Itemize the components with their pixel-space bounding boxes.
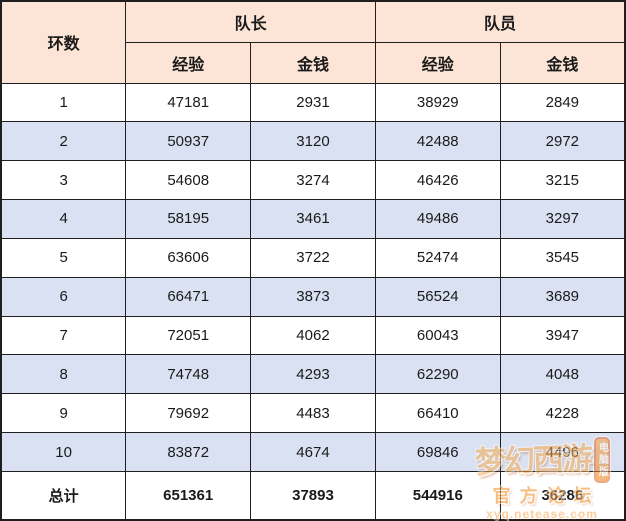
value-cell: 4293 xyxy=(250,354,376,395)
total-row: 总计 651361 37893 544916 36286 xyxy=(0,470,626,521)
value-cell: 3120 xyxy=(250,121,376,162)
value-cell: 651361 xyxy=(125,470,252,521)
header-sub-row: 经验 金钱 经验 金钱 xyxy=(1,41,626,84)
header-group-member: 队员 xyxy=(374,0,626,43)
value-cell: 3873 xyxy=(250,276,376,317)
header-group-row: 环数 队长 队员 xyxy=(0,0,626,84)
value-cell: 72051 xyxy=(125,315,252,356)
table-row: 8 74748 4293 62290 4048 xyxy=(0,354,626,395)
subheader-captain-money: 金钱 xyxy=(250,41,376,84)
value-cell: 36286 xyxy=(499,470,626,521)
value-cell: 3722 xyxy=(250,237,376,278)
table-row: 2 50937 3120 42488 2972 xyxy=(0,121,626,162)
value-cell: 54608 xyxy=(125,160,252,201)
value-cell: 62290 xyxy=(374,354,501,395)
ring-number-cell: 8 xyxy=(0,354,127,395)
ring-number-cell: 5 xyxy=(0,237,127,278)
value-cell: 37893 xyxy=(250,470,376,521)
value-cell: 50937 xyxy=(125,121,252,162)
value-cell: 83872 xyxy=(125,432,252,472)
value-cell: 63606 xyxy=(125,237,252,278)
header-ring-count: 环数 xyxy=(0,0,127,84)
subheader-captain-exp: 经验 xyxy=(125,41,252,84)
value-cell: 2972 xyxy=(499,121,626,162)
table-row: 4 58195 3461 49486 3297 xyxy=(0,199,626,239)
ring-number-cell: 9 xyxy=(0,393,127,434)
value-cell: 4048 xyxy=(499,354,626,395)
value-cell: 52474 xyxy=(374,237,501,278)
table-body: 1 47181 2931 38929 2849 2 50937 3120 42488 2972 3 5… xyxy=(0,82,626,521)
value-cell: 38929 xyxy=(374,82,501,123)
table-row: 3 54608 3274 46426 3215 xyxy=(0,160,626,201)
table-row: 5 63606 3722 52474 3545 xyxy=(0,237,626,278)
table-row: 9 79692 4483 66410 4228 xyxy=(0,393,626,434)
value-cell: 2849 xyxy=(499,82,626,123)
value-cell: 69846 xyxy=(374,432,501,472)
value-cell: 74748 xyxy=(125,354,252,395)
value-cell: 49486 xyxy=(374,199,501,239)
table-row: 7 72051 4062 60043 3947 xyxy=(0,315,626,356)
value-cell: 66410 xyxy=(374,393,501,434)
value-cell: 79692 xyxy=(125,393,252,434)
value-cell: 47181 xyxy=(125,82,252,123)
table-row: 10 83872 4674 69846 4496 xyxy=(0,432,626,472)
value-cell: 544916 xyxy=(374,470,501,521)
value-cell: 56524 xyxy=(374,276,501,317)
ring-number-cell: 1 xyxy=(0,82,127,123)
value-cell: 46426 xyxy=(374,160,501,201)
value-cell: 3461 xyxy=(250,199,376,239)
ring-number-cell: 10 xyxy=(0,432,127,472)
value-cell: 4496 xyxy=(499,432,626,472)
total-label-cell: 总计 xyxy=(0,470,127,521)
table-row: 1 47181 2931 38929 2849 xyxy=(0,82,626,123)
subheader-member-exp: 经验 xyxy=(374,41,501,84)
ring-number-cell: 6 xyxy=(0,276,127,317)
value-cell: 60043 xyxy=(374,315,501,356)
value-cell: 3689 xyxy=(499,276,626,317)
ring-number-cell: 2 xyxy=(0,121,127,162)
value-cell: 3545 xyxy=(499,237,626,278)
value-cell: 3297 xyxy=(499,199,626,239)
ring-number-cell: 3 xyxy=(0,160,127,201)
value-cell: 3947 xyxy=(499,315,626,356)
value-cell: 2931 xyxy=(250,82,376,123)
value-cell: 4062 xyxy=(250,315,376,356)
value-cell: 4228 xyxy=(499,393,626,434)
value-cell: 66471 xyxy=(125,276,252,317)
table-header: 环数 队长 队员 经验 金钱 经验 金钱 xyxy=(0,0,626,84)
subheader-member-money: 金钱 xyxy=(499,41,626,84)
value-cell: 4674 xyxy=(250,432,376,472)
table-row: 6 66471 3873 56524 3689 xyxy=(0,276,626,317)
ring-number-cell: 4 xyxy=(0,199,127,239)
ring-number-cell: 7 xyxy=(0,315,127,356)
value-cell: 3274 xyxy=(250,160,376,201)
header-group-captain: 队长 xyxy=(125,0,376,43)
value-cell: 3215 xyxy=(499,160,626,201)
value-cell: 42488 xyxy=(374,121,501,162)
value-cell: 58195 xyxy=(125,199,252,239)
value-cell: 4483 xyxy=(250,393,376,434)
